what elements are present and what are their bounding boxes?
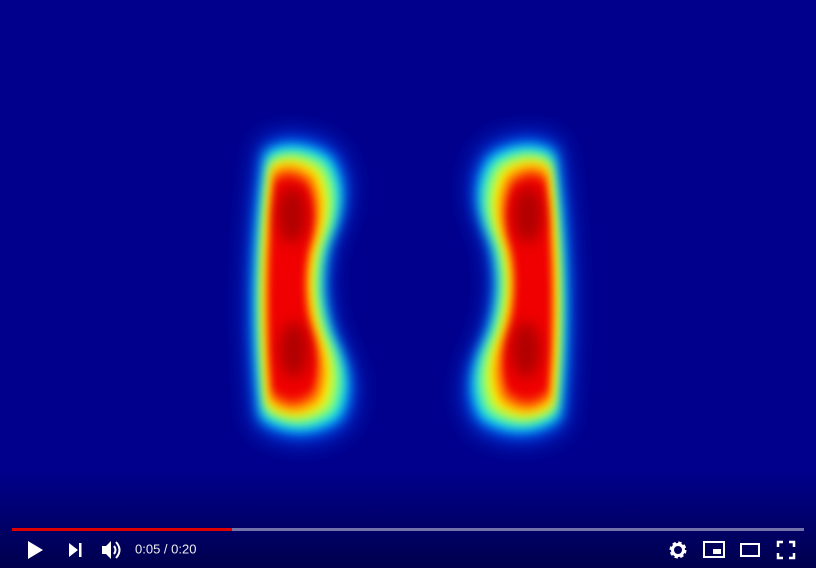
progress-track[interactable]: [12, 528, 804, 531]
settings-button[interactable]: [669, 541, 687, 559]
miniplayer-button[interactable]: [703, 541, 725, 558]
fullscreen-button[interactable]: [776, 540, 796, 560]
theater-button[interactable]: [740, 543, 760, 557]
play-button[interactable]: [28, 541, 43, 559]
progress-played: [12, 528, 232, 531]
time-display: 0:05 / 0:20: [135, 541, 196, 556]
volume-button[interactable]: [102, 541, 121, 559]
next-button[interactable]: [69, 543, 82, 557]
controls-shade: [0, 470, 816, 568]
